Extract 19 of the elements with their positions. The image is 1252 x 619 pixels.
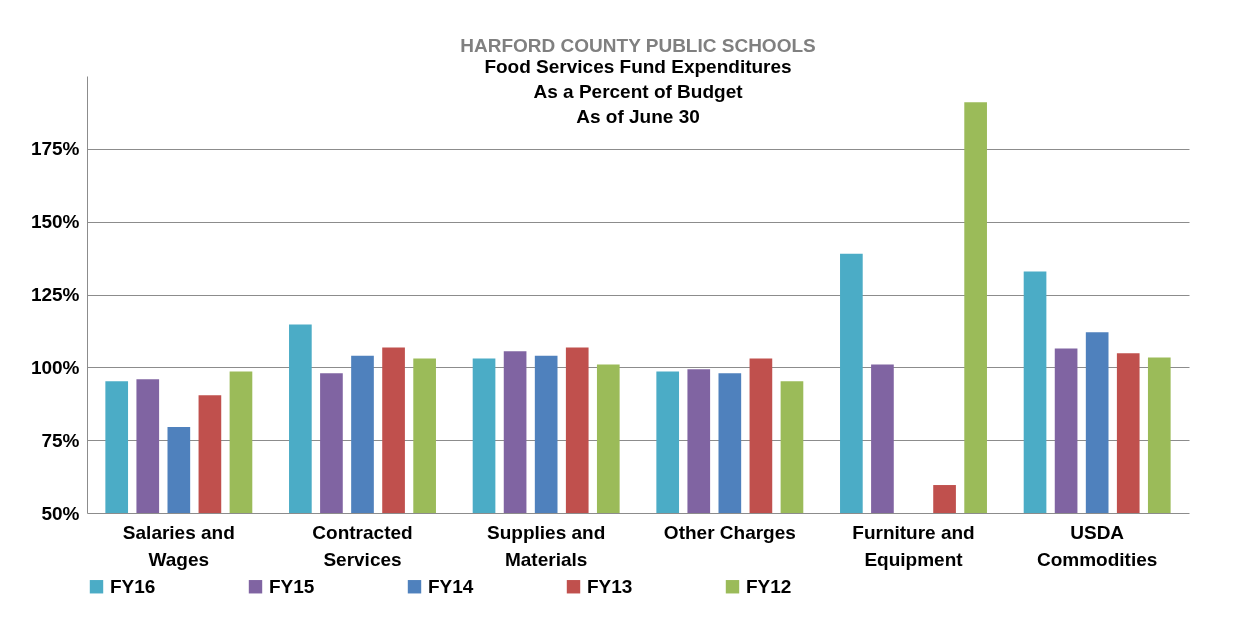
x-tick-label: USDA Commodities — [1036, 521, 1158, 570]
x-tick-label: Furniture and Equipment — [852, 521, 975, 570]
x-tick-label: Salaries and Wages — [122, 521, 235, 570]
x-tick-label: Other Charges — [663, 521, 796, 543]
y-tick-label: 100% — [30, 356, 80, 378]
legend-label: FY15 — [269, 575, 315, 597]
legend-label: FY14 — [428, 575, 474, 597]
y-tick-label: 50% — [41, 502, 80, 524]
y-tick-label: 150% — [30, 211, 80, 233]
legend-label: FY16 — [110, 575, 156, 597]
y-tick-label: 175% — [30, 138, 80, 160]
x-tick-label: Supplies and Materials — [487, 521, 606, 570]
legend-label: FY12 — [746, 575, 792, 597]
chart-subtitle: Food Services Fund Expenditures As a Percent of Budget As of June 30 — [484, 56, 792, 127]
y-tick-label: 75% — [41, 429, 80, 451]
legend-label: FY13 — [587, 575, 633, 597]
y-tick-label: 125% — [30, 284, 80, 305]
x-tick-label: Contracted Services — [312, 521, 413, 570]
chart-title: HARFORD COUNTY PUBLIC SCHOOLS — [460, 35, 816, 56]
